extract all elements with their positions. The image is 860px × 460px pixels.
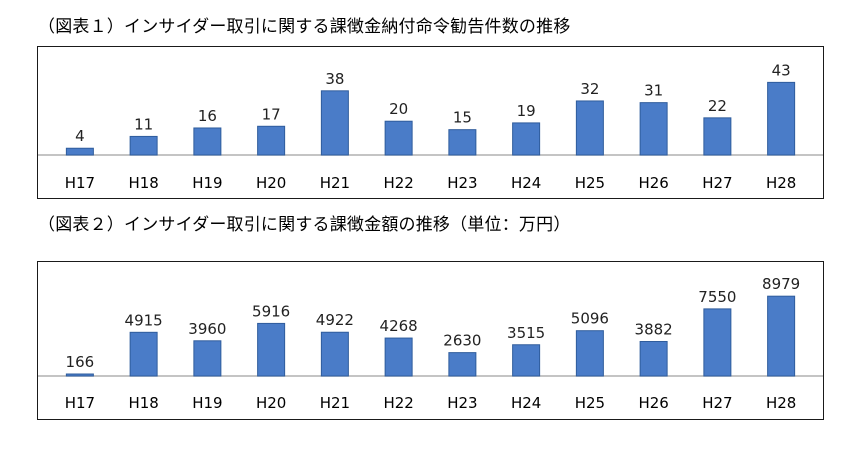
chart2-plot: 166 H17 4915 H18 3960 H19 5916 H20 4922 H21 4268 H2… [38, 275, 823, 412]
chart2-frame: 166 H17 4915 H18 3960 H19 5916 H20 4922 H21 4268 H2… [37, 261, 824, 420]
chart2-value-label-H21: 4922 [316, 311, 354, 329]
chart2-value-label-H19: 3960 [188, 320, 226, 338]
chart1-value-label-H24: 19 [517, 102, 536, 120]
chart1-bar-H24 [512, 122, 541, 156]
chart2-bar-H27 [703, 308, 732, 377]
chart2-bar-H28 [767, 295, 796, 377]
chart1-xtick-H27: H27 [702, 174, 732, 192]
chart2-bar-H24 [512, 344, 541, 377]
chart1-bar-H25 [575, 100, 604, 156]
chart1-bar-H23 [448, 129, 477, 156]
chart1-xtick-H23: H23 [447, 174, 477, 192]
chart1-value-label-H17: 4 [75, 127, 85, 145]
chart1-bar-H18 [129, 135, 158, 156]
chart2-xtick-H22: H22 [383, 394, 413, 412]
chart2-bar-H22 [384, 337, 413, 377]
chart2-bar-H23 [448, 352, 477, 377]
chart2-value-label-H25: 5096 [571, 310, 609, 328]
chart1-bar-H20 [257, 125, 286, 156]
chart1-bar-H19 [193, 127, 222, 156]
chart1-bar-H27 [703, 117, 732, 156]
chart2-xtick-H17: H17 [65, 394, 95, 412]
chart2-xtick-H26: H26 [638, 394, 668, 412]
chart2-bar-H17 [65, 373, 94, 377]
chart1-bar-H21 [320, 90, 349, 156]
chart2-xtick-H20: H20 [256, 394, 286, 412]
chart1-value-label-H27: 22 [708, 97, 727, 115]
chart2-value-label-H23: 2630 [443, 332, 481, 350]
chart1-value-label-H20: 17 [262, 105, 281, 123]
chart2-xtick-H28: H28 [766, 394, 796, 412]
chart2-value-label-H28: 8979 [762, 275, 800, 293]
chart1-xtick-H25: H25 [575, 174, 605, 192]
chart1-xtick-H18: H18 [128, 174, 158, 192]
chart2-bar-H26 [639, 340, 668, 377]
chart1-value-label-H19: 16 [198, 107, 217, 125]
chart1-xtick-H28: H28 [766, 174, 796, 192]
chart1-xtick-H17: H17 [65, 174, 95, 192]
chart2-xtick-H18: H18 [128, 394, 158, 412]
chart1-value-label-H26: 31 [644, 82, 663, 100]
chart2-value-label-H18: 4915 [125, 311, 163, 329]
chart2-bar-H19 [193, 340, 222, 377]
chart1-xtick-H24: H24 [511, 174, 541, 192]
chart2-bar-H21 [320, 331, 349, 377]
chart2-value-label-H22: 4268 [380, 317, 418, 335]
chart2-xtick-H23: H23 [447, 394, 477, 412]
chart2-title: （図表２）インサイダー取引に関する課徴金額の推移（単位：万円） [38, 215, 571, 235]
chart1-value-label-H21: 38 [325, 70, 344, 88]
chart1-title: （図表１）インサイダー取引に関する課徴金納付命令勧告件数の推移 [38, 17, 571, 37]
chart2-value-label-H27: 7550 [698, 288, 736, 306]
chart1-xtick-H19: H19 [192, 174, 222, 192]
chart1-value-label-H18: 11 [134, 115, 153, 133]
chart2-xtick-H19: H19 [192, 394, 222, 412]
chart2-bar-H20 [257, 322, 286, 377]
chart1-frame: 4 H17 11 H18 16 H19 17 H20 38 H21 20 H22 15 H23 19 H24 3… [37, 46, 824, 199]
chart2-xtick-H25: H25 [575, 394, 605, 412]
chart2-xtick-H27: H27 [702, 394, 732, 412]
chart1-value-label-H25: 32 [580, 80, 599, 98]
chart1-bar-H26 [639, 102, 668, 156]
chart2-value-label-H20: 5916 [252, 302, 290, 320]
chart2-value-label-H26: 3882 [635, 320, 673, 338]
chart2-bar-H18 [129, 331, 158, 377]
chart2-bar-H25 [575, 330, 604, 377]
chart2-value-label-H24: 3515 [507, 324, 545, 342]
chart1-value-label-H22: 20 [389, 100, 408, 118]
chart1-bar-H17 [65, 147, 94, 156]
chart2-xtick-H21: H21 [320, 394, 350, 412]
chart1-value-label-H28: 43 [772, 61, 791, 79]
chart1-value-label-H23: 15 [453, 109, 472, 127]
chart1-xtick-H20: H20 [256, 174, 286, 192]
chart1-bar-H28 [767, 81, 796, 156]
chart2-xtick-H24: H24 [511, 394, 541, 412]
chart1-plot: 4 H17 11 H18 16 H19 17 H20 38 H21 20 H22 15 H23 19 H24 3… [38, 61, 823, 192]
chart1-xtick-H21: H21 [320, 174, 350, 192]
chart2-value-label-H17: 166 [66, 353, 95, 371]
chart1-bar-H22 [384, 120, 413, 156]
chart1-xtick-H26: H26 [638, 174, 668, 192]
chart1-xtick-H22: H22 [383, 174, 413, 192]
